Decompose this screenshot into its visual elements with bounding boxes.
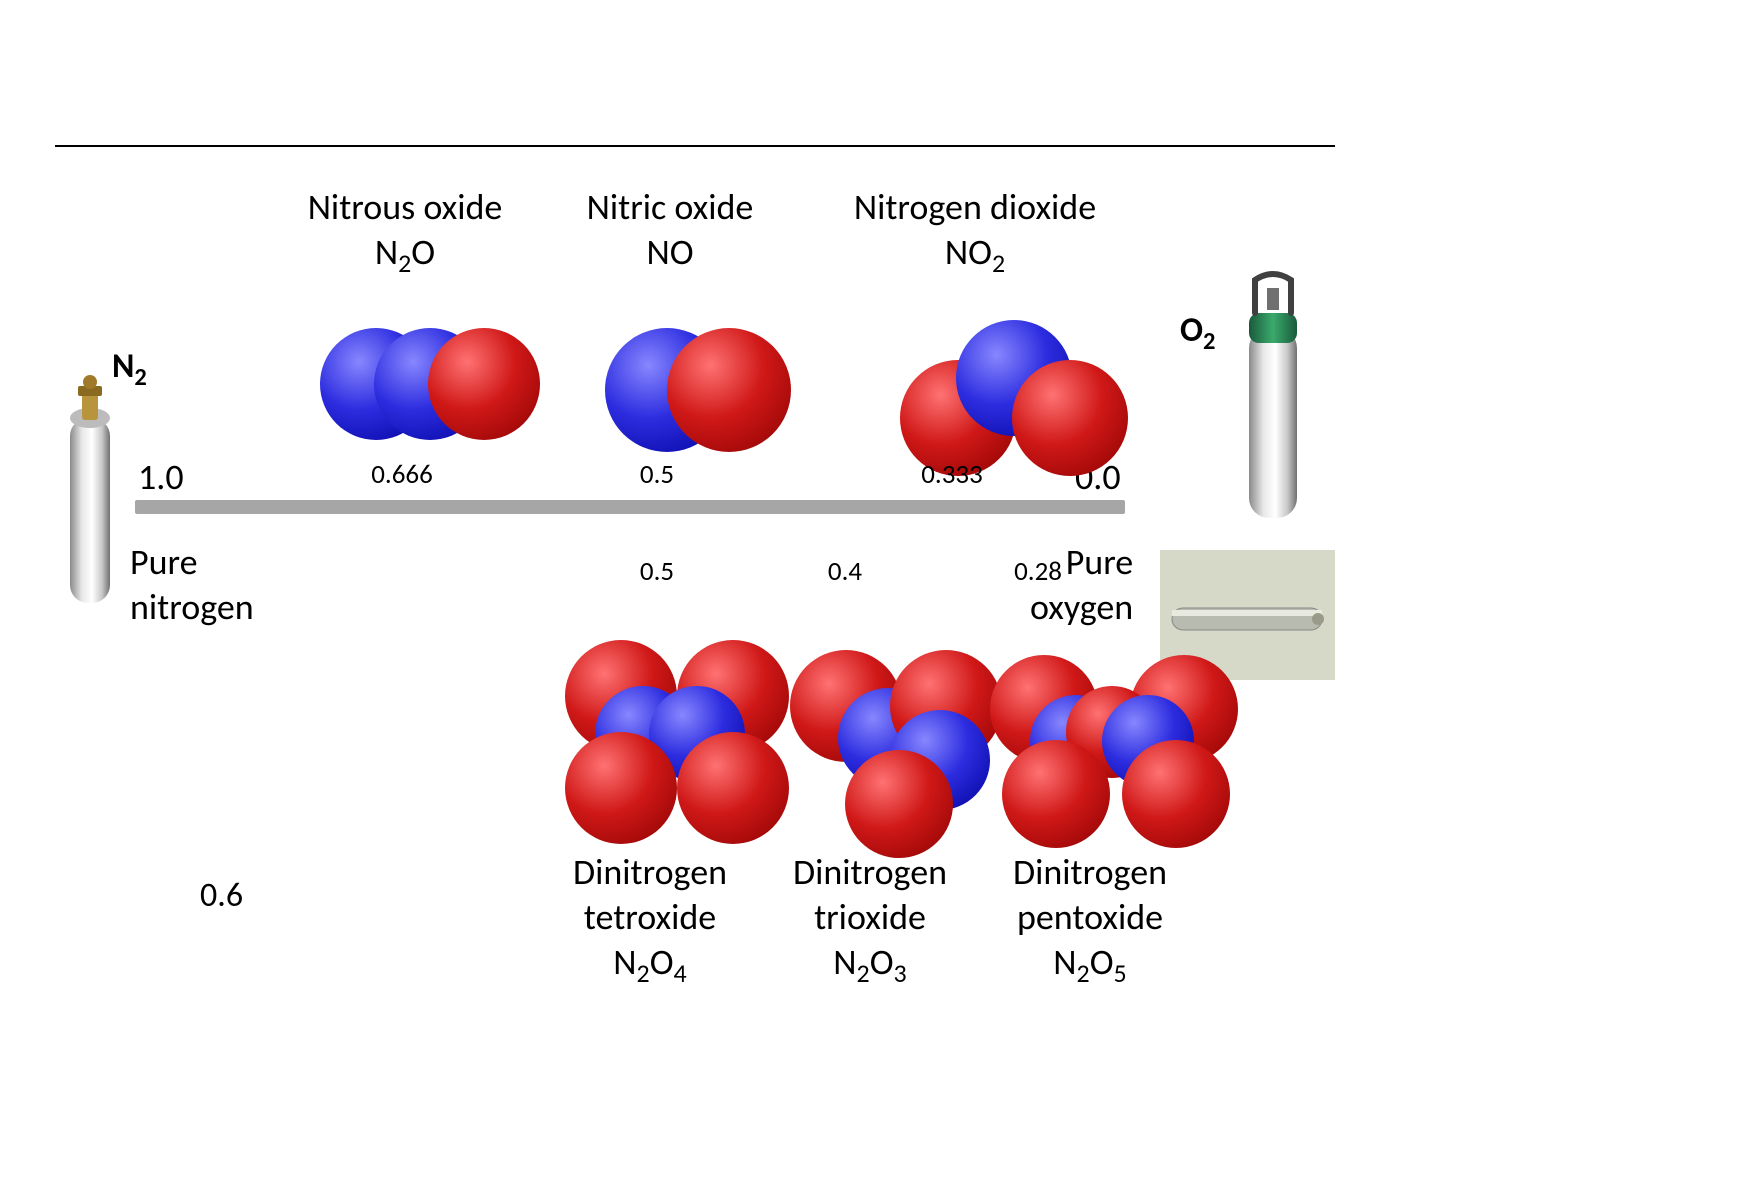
o2-formula: O2 [1180, 310, 1215, 356]
molecule-value: 0.5 [640, 458, 674, 492]
oxygen-atom [565, 732, 677, 844]
molecule [565, 640, 785, 840]
oxygen-atom [667, 328, 791, 452]
oxygen-atom [428, 328, 540, 440]
oxygen-atom [1122, 740, 1230, 848]
top-rule [55, 145, 1335, 147]
n2-formula: N2 [112, 346, 147, 392]
molecule-value: 0.28 [1014, 555, 1062, 589]
molecule-title: Nitrous oxideN2O [308, 185, 503, 280]
diagram-canvas: N2 1.0 Pure nitrogen [0, 0, 1748, 1181]
oxygen-atom [1012, 360, 1128, 476]
molecule [790, 640, 1010, 840]
oxygen-atom [845, 750, 953, 858]
molecule-title: DinitrogentrioxideN2O3 [793, 850, 947, 990]
molecule [605, 310, 825, 510]
molecule-value: 0.333 [921, 458, 983, 492]
o2-cylinder [1225, 258, 1320, 528]
oxygen-atom [677, 732, 789, 844]
molecule-title: Nitrogen dioxideNO2 [854, 185, 1096, 280]
molecule [990, 640, 1210, 840]
n2-cylinder [50, 358, 130, 618]
molecule-title: Nitric oxideNO [587, 185, 754, 275]
molecule-value: 0.5 [640, 555, 674, 589]
molecule-value: 0.4 [828, 555, 862, 589]
axis-left-value: 1.0 [138, 455, 184, 500]
oxygen-atom [1002, 740, 1110, 848]
molecule-value: 0.666 [371, 458, 433, 492]
molecule-title: DinitrogenpentoxideN2O5 [1013, 850, 1167, 990]
stray-value: 0.6 [200, 875, 243, 918]
axis-left-caption: Pure nitrogen [130, 540, 254, 630]
molecule-title: DinitrogentetroxideN2O4 [573, 850, 727, 990]
